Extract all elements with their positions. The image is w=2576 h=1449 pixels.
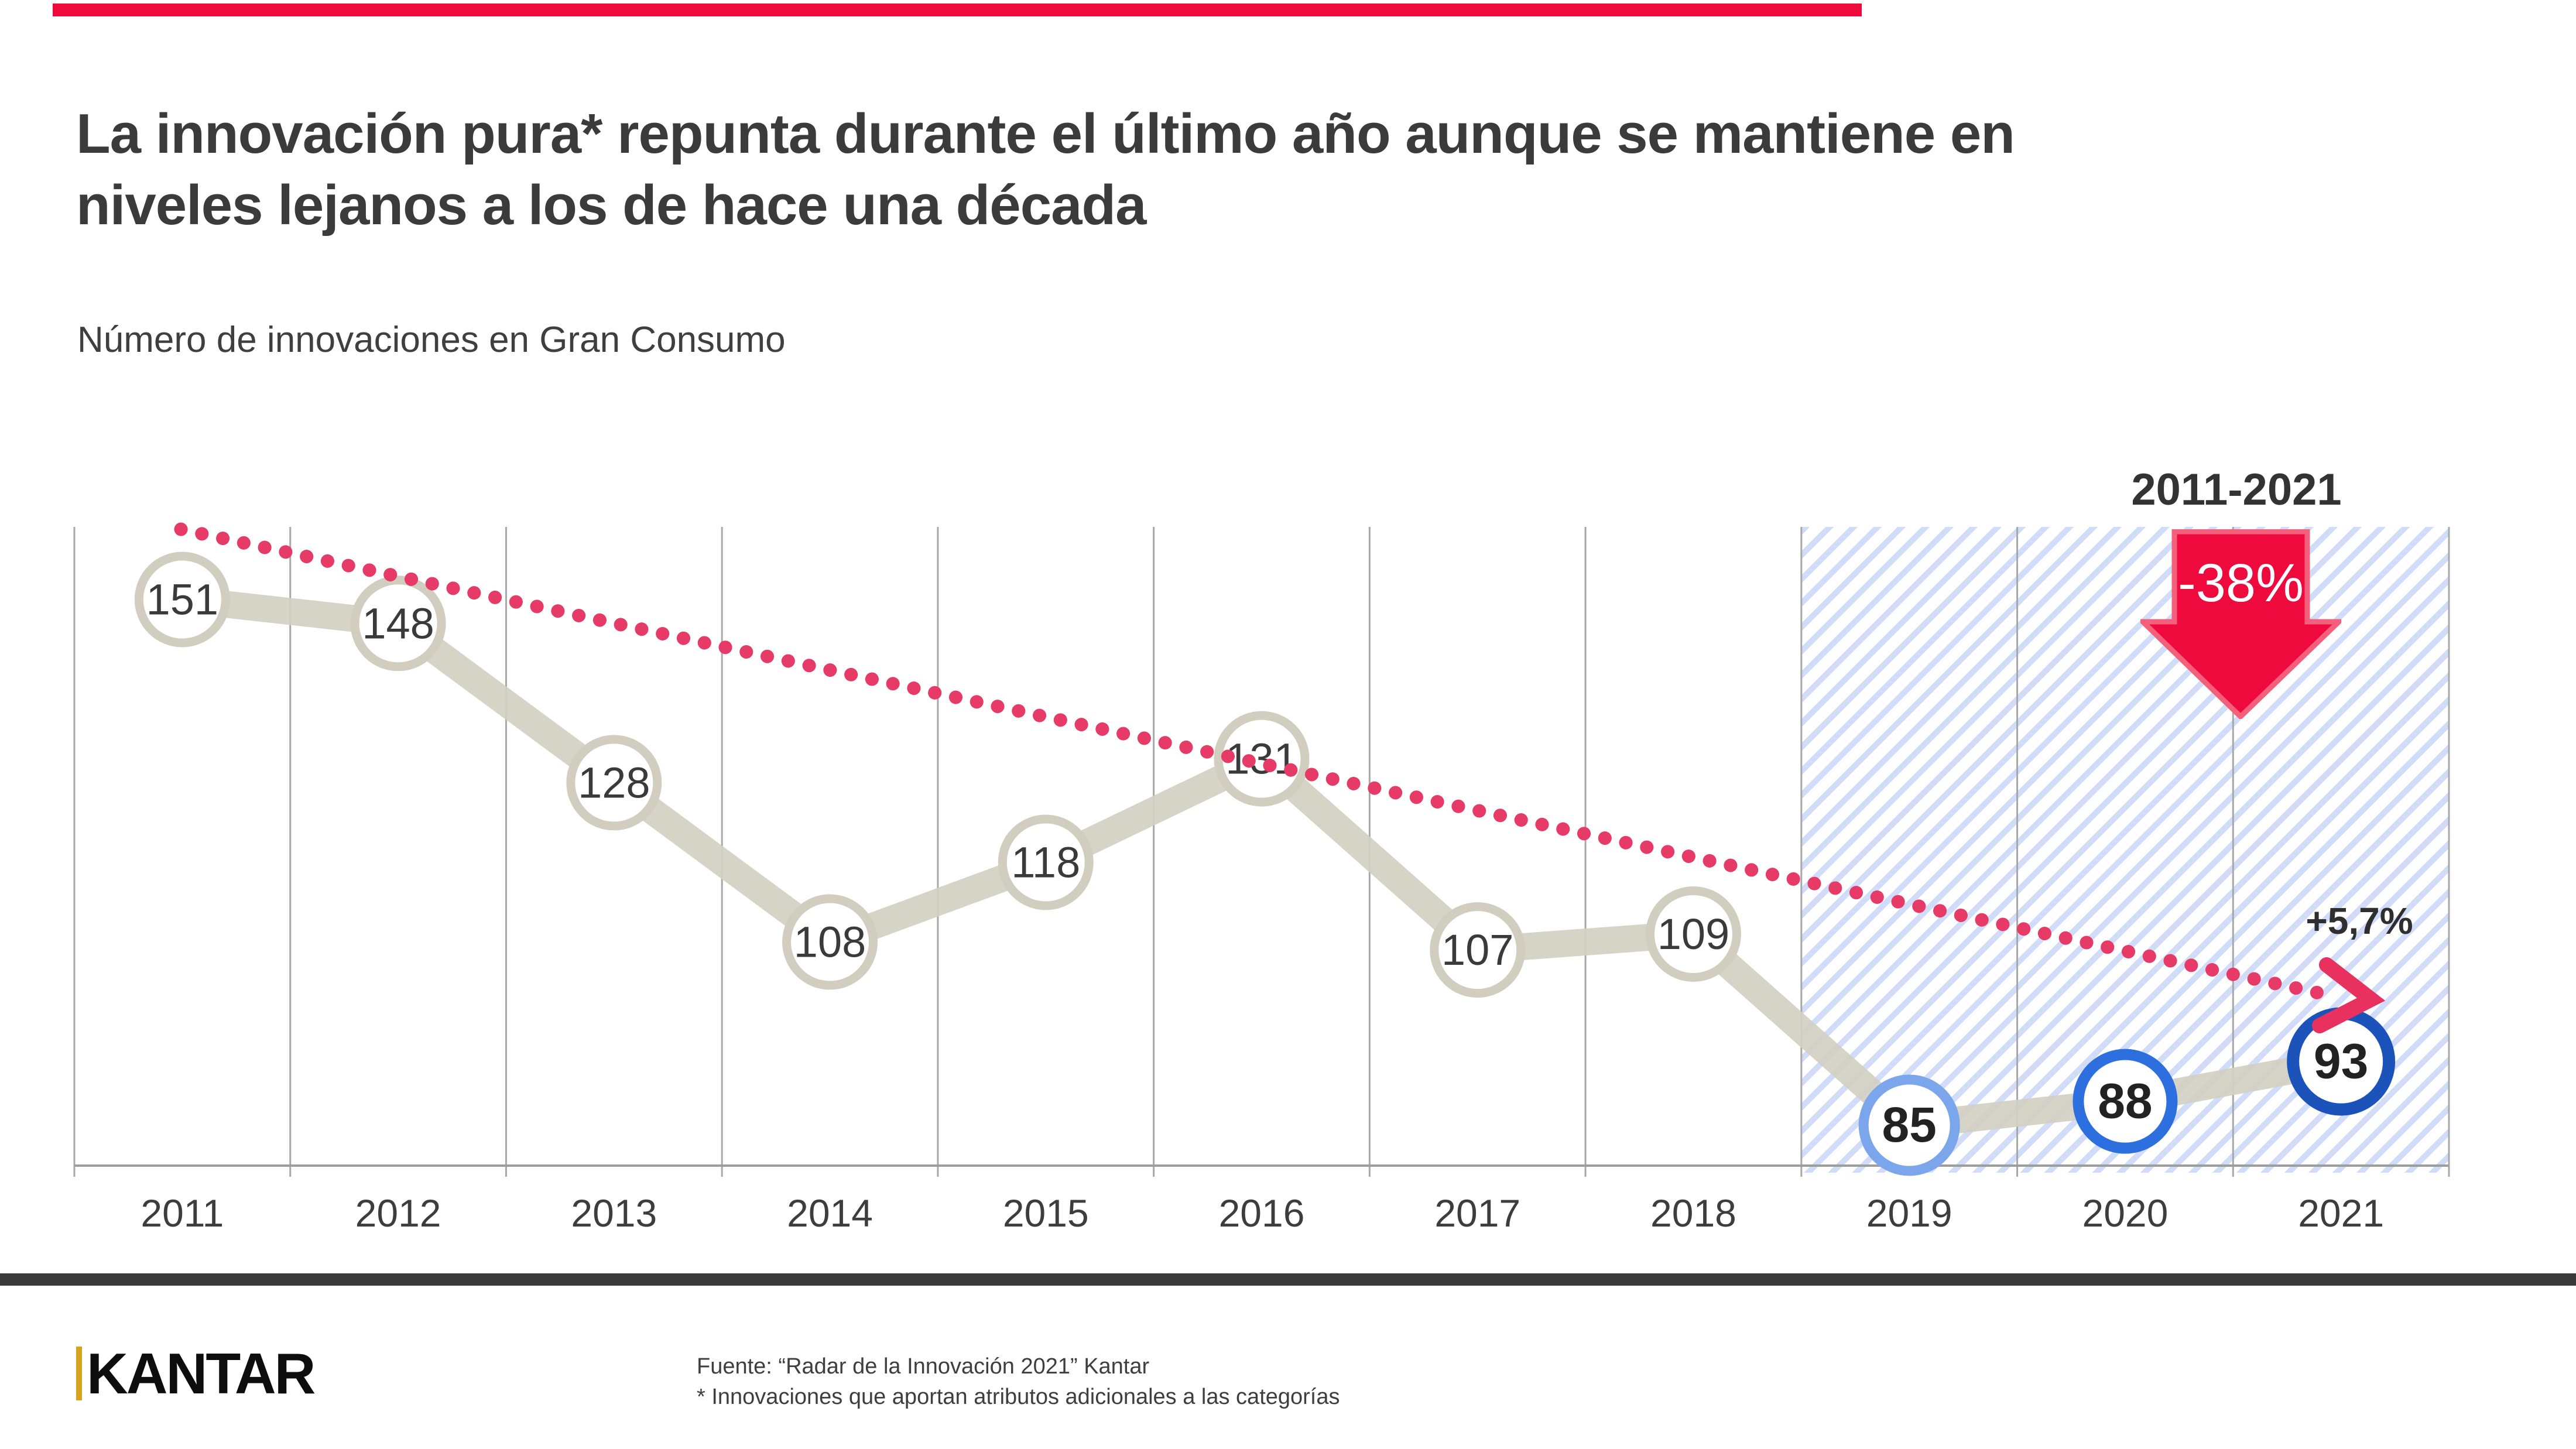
- kantar-logo-text: KANTAR: [87, 1341, 316, 1406]
- x-tick-2019: 2019: [1866, 1191, 1952, 1235]
- data-point-circle-2018: [1645, 886, 1741, 982]
- footer-divider: [0, 1273, 2576, 1286]
- x-tick-2011: 2011: [141, 1191, 224, 1235]
- data-point-value-2016: 131: [1225, 735, 1297, 783]
- x-tick-2021: 2021: [2298, 1191, 2384, 1235]
- data-point-value-2019: 85: [1882, 1097, 1936, 1152]
- data-point-value-2020: 88: [2098, 1073, 2152, 1128]
- data-point-value-2011: 151: [146, 576, 218, 624]
- page-title-line2: niveles lejanos a los de hace una década: [76, 173, 1147, 237]
- data-point-circle-2013: [566, 735, 662, 831]
- kantar-logo-accent: [76, 1347, 82, 1400]
- data-point-value-2014: 108: [794, 918, 866, 967]
- data-point-circle-2020: [2073, 1049, 2178, 1154]
- asterisk-note: * Innovaciones que aportan atributos adi…: [697, 1385, 1340, 1410]
- trend-dotted-line: [174, 522, 2328, 1001]
- decade-change-value: -38%: [2178, 553, 2304, 613]
- data-point-circle-2015: [998, 814, 1094, 910]
- last-year-change-value: +5,7%: [2306, 900, 2413, 942]
- x-tick-2020: 2020: [2082, 1191, 2168, 1235]
- data-point-value-2012: 148: [362, 599, 434, 648]
- data-point-value-2021: 93: [2314, 1033, 2368, 1088]
- chart-subtitle: Número de innovaciones en Gran Consumo: [77, 320, 786, 360]
- data-point-value-2018: 109: [1657, 910, 1729, 958]
- footer-notes: Fuente: “Radar de la Innovación 2021” Ka…: [697, 1351, 1340, 1413]
- data-point-value-2017: 107: [1441, 926, 1513, 974]
- data-point-value-2015: 118: [1011, 838, 1080, 887]
- top-accent-bar: [53, 4, 1862, 16]
- page-title-line1: La innovación pura* repunta durante el ú…: [76, 102, 2015, 165]
- page-title: La innovación pura* repunta durante el ú…: [76, 98, 2406, 241]
- decade-change-arrow: -38%: [2140, 529, 2341, 719]
- kantar-logo: KANTAR: [76, 1341, 316, 1406]
- x-tick-2014: 2014: [787, 1191, 873, 1235]
- data-point-circle-2012: [350, 576, 446, 672]
- trend-arrowhead-icon: [2312, 957, 2386, 1033]
- x-tick-2012: 2012: [355, 1191, 441, 1235]
- x-tick-2018: 2018: [1650, 1191, 1736, 1235]
- data-point-circle-2016: [1214, 711, 1310, 807]
- x-tick-2015: 2015: [1003, 1191, 1089, 1235]
- data-point-circle-2014: [782, 894, 878, 990]
- data-point-value-2013: 128: [578, 758, 650, 807]
- data-point-circle-2017: [1430, 902, 1526, 998]
- source-note: Fuente: “Radar de la Innovación 2021” Ka…: [697, 1354, 1150, 1379]
- data-point-circle-2011: [134, 551, 230, 648]
- x-tick-2017: 2017: [1434, 1191, 1520, 1235]
- down-arrow-icon: [2140, 529, 2341, 719]
- x-tick-2013: 2013: [571, 1191, 657, 1235]
- x-tick-2016: 2016: [1219, 1191, 1305, 1235]
- period-label: 2011-2021: [2131, 465, 2342, 515]
- data-point-circle-2019: [1858, 1074, 1960, 1176]
